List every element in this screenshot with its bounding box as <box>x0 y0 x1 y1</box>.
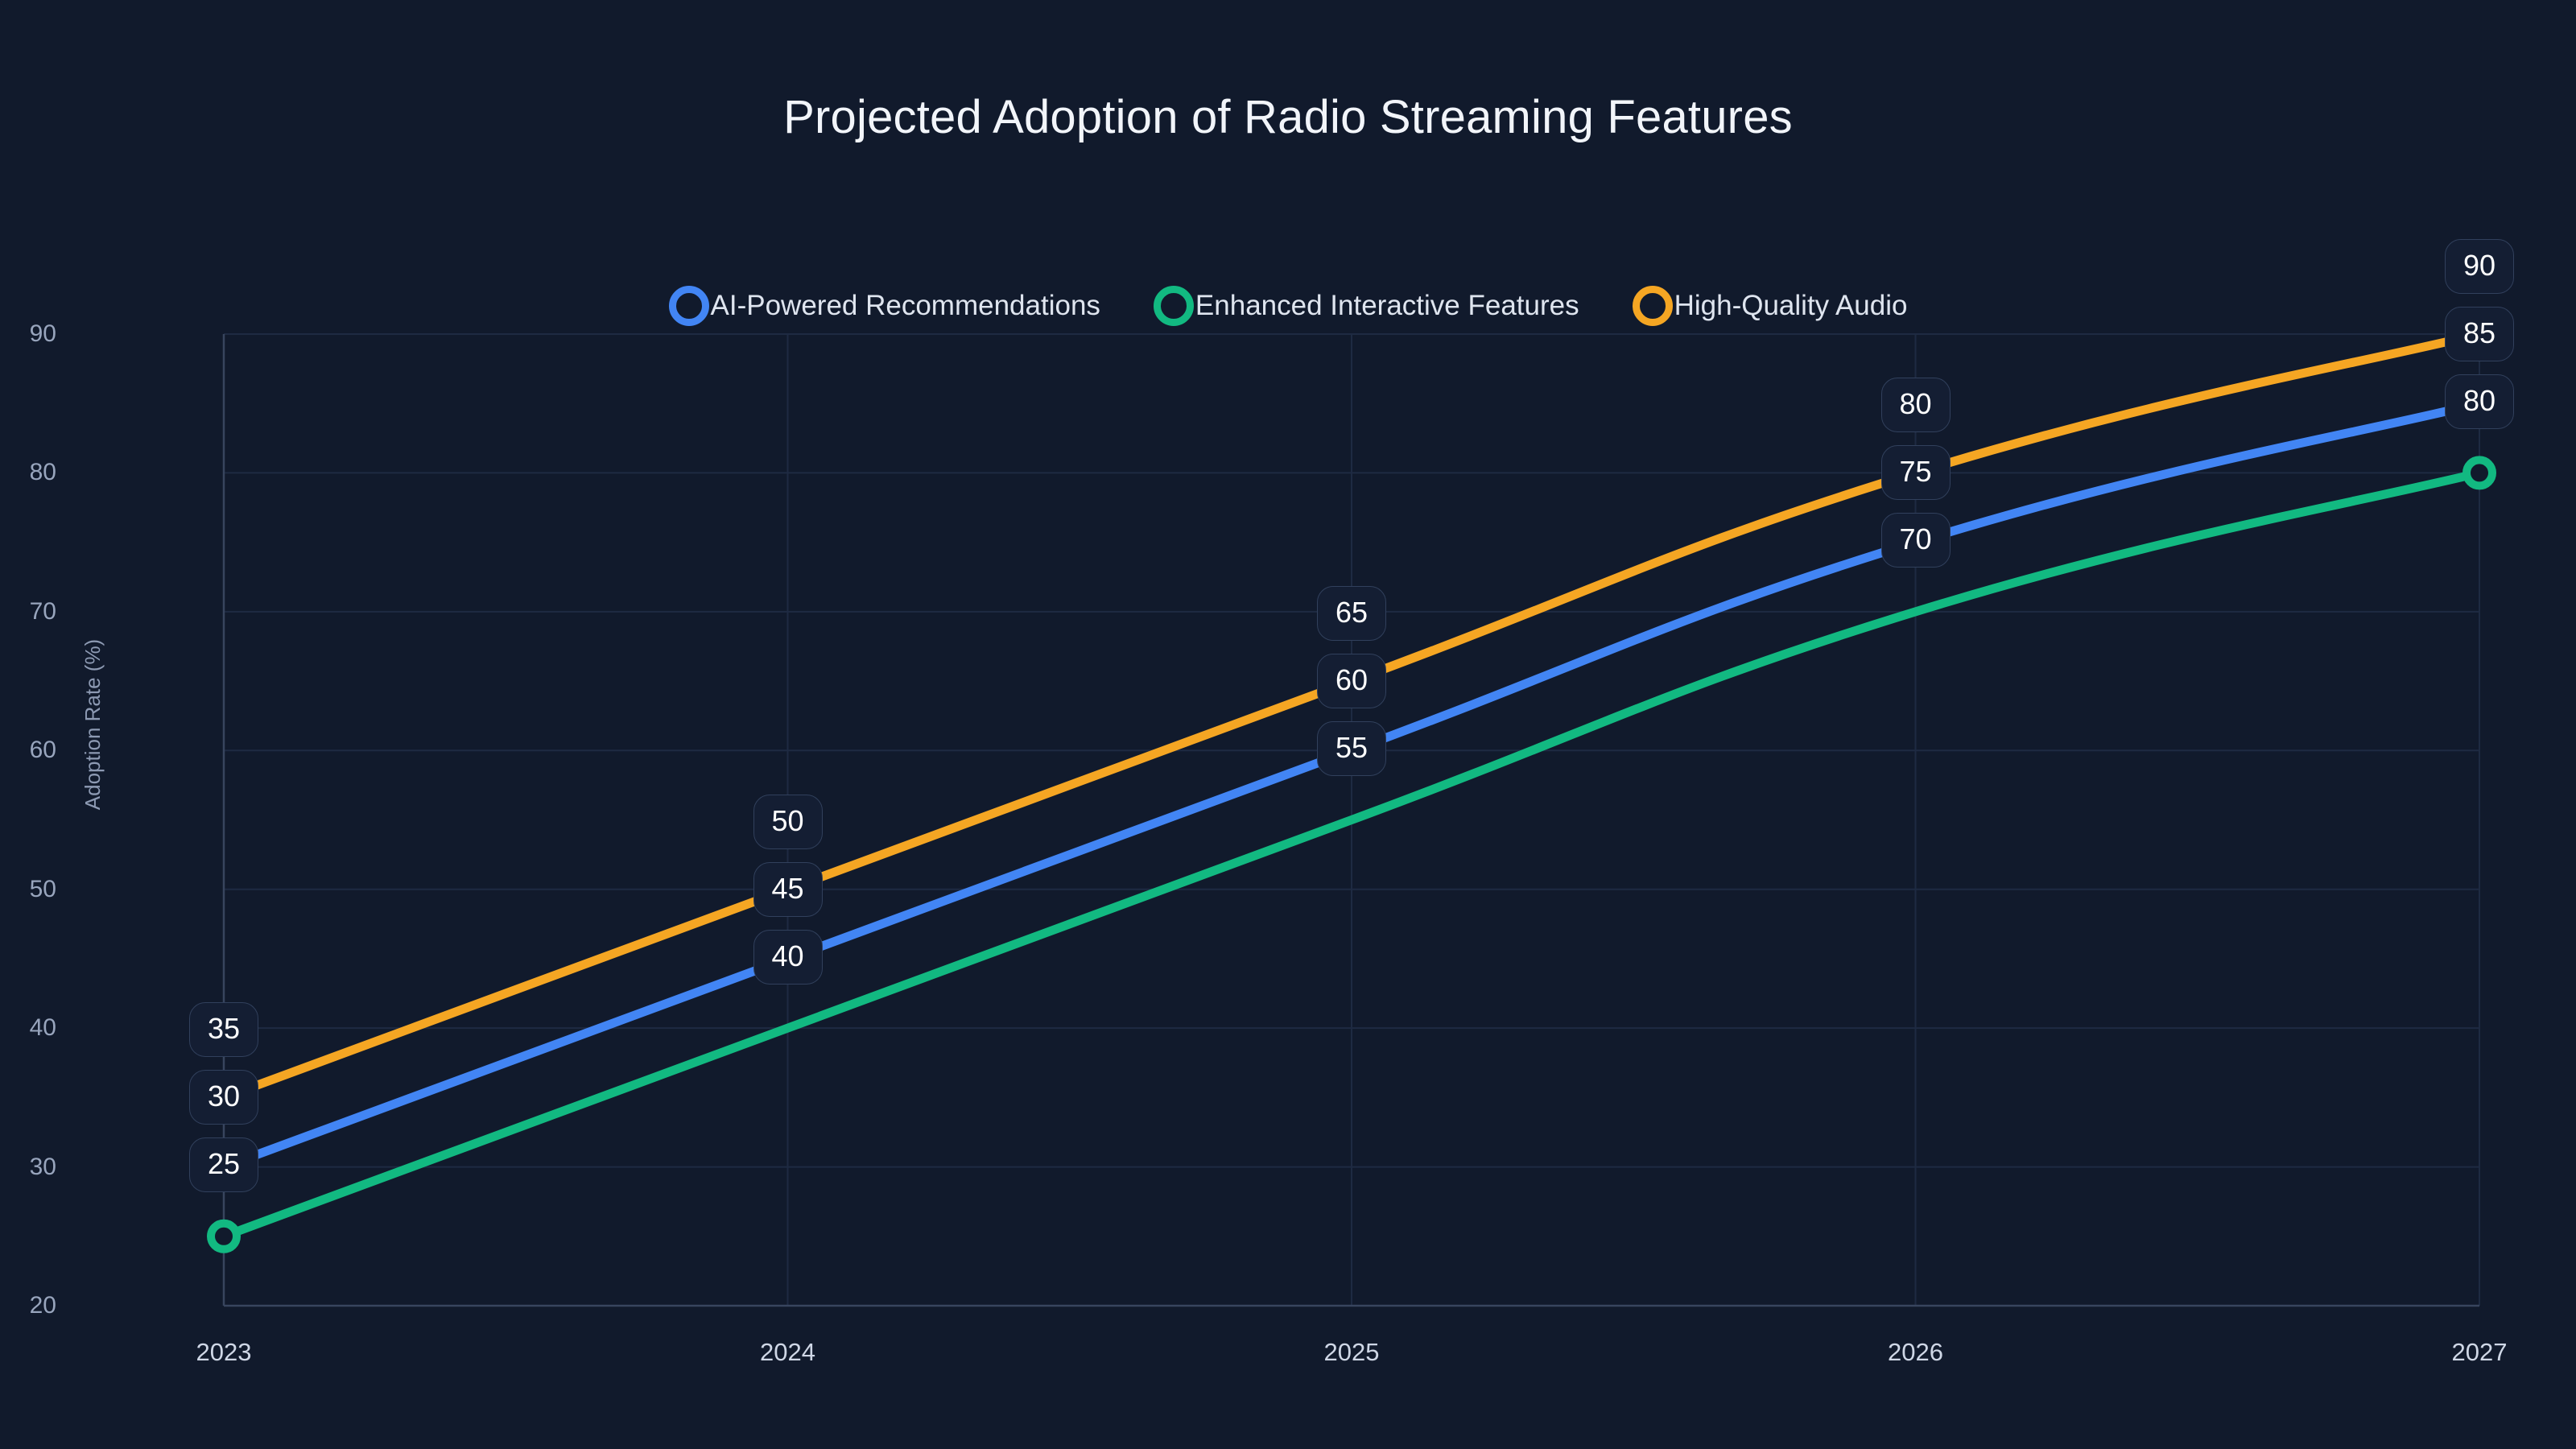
page-title: Projected Adoption of Radio Streaming Fe… <box>783 91 1793 143</box>
y-axis-tick-60: 60 <box>29 737 56 764</box>
data-label-badge: 30 <box>189 1070 258 1125</box>
data-label-badge: 65 <box>1317 586 1386 642</box>
data-label-badge: 25 <box>189 1137 258 1193</box>
data-label-badge: 50 <box>753 794 823 849</box>
data-point-marker[interactable] <box>2462 456 2496 490</box>
data-label-badge: 75 <box>1880 445 1951 501</box>
data-label-badge: 80 <box>1880 378 1951 433</box>
data-label-badge: 40 <box>753 929 823 985</box>
data-label-badge: 60 <box>1317 654 1386 709</box>
data-label-badge: 55 <box>1317 721 1386 777</box>
x-axis-tick-2026: 2026 <box>1888 1338 1943 1366</box>
data-label-badge: 45 <box>753 861 823 917</box>
y-axis-tick-70: 70 <box>29 597 56 625</box>
data-label-badge: 80 <box>2445 374 2514 429</box>
y-axis-tick-20: 20 <box>29 1292 56 1319</box>
y-axis-tick-30: 30 <box>29 1153 56 1180</box>
y-axis-tick-50: 50 <box>29 875 56 902</box>
data-label-badge: 90 <box>2445 239 2514 294</box>
data-label-badge: 70 <box>1880 513 1951 568</box>
y-axis-tick-80: 80 <box>29 459 56 486</box>
x-axis-tick-2027: 2027 <box>2451 1338 2508 1366</box>
y-axis-tick-40: 40 <box>29 1014 56 1042</box>
x-axis-tick-2024: 2024 <box>760 1338 815 1366</box>
data-label-badge: 85 <box>2445 307 2514 361</box>
x-axis-tick-2025: 2025 <box>1323 1338 1380 1366</box>
data-point-marker[interactable] <box>207 1219 241 1253</box>
series-line-2 <box>219 468 2484 1241</box>
y-axis-tick-90: 90 <box>29 320 56 347</box>
x-axis-tick-2023: 2023 <box>196 1338 252 1366</box>
data-label-badge: 35 <box>189 1002 258 1058</box>
